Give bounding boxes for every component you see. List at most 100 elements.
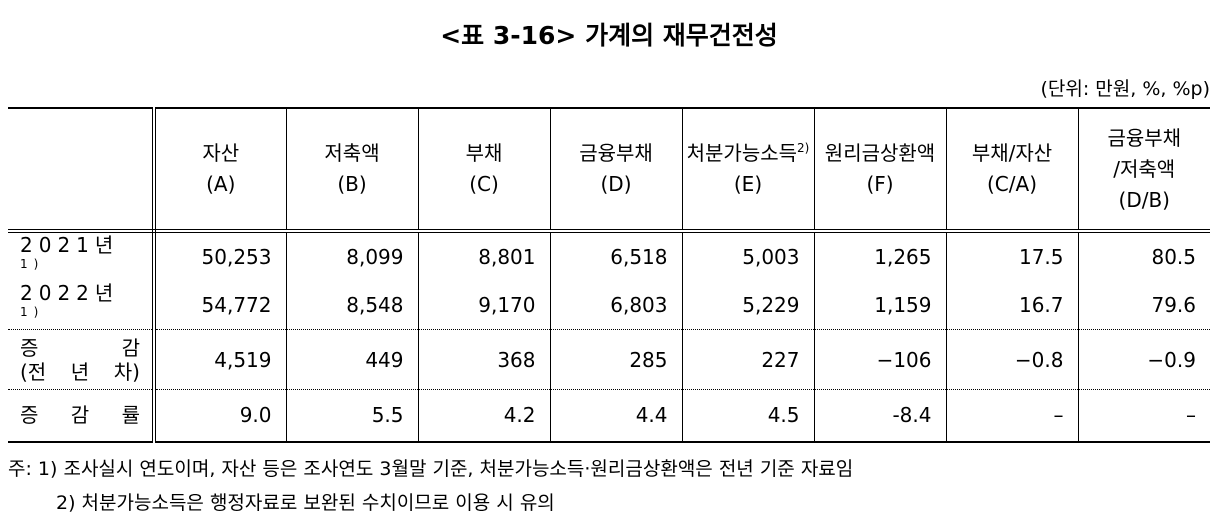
data-cell: – bbox=[1077, 389, 1210, 442]
row-label: 증 감 (전 년 차) bbox=[8, 329, 156, 390]
header-line: 금융부채 bbox=[1079, 123, 1211, 154]
table: 자산 (A) 저축액 (B) 부채 (C) 금융부채 (D) 처분가능소득2) (E) 원리금상환액… bbox=[8, 107, 1210, 443]
header-line: (D) bbox=[551, 169, 682, 200]
row-label-line: 2022년1) bbox=[20, 281, 140, 329]
row-label-text: 증 감 bbox=[20, 335, 140, 360]
data-cell: 9.0 bbox=[153, 389, 286, 442]
row-label-line: (전 년 차) bbox=[20, 360, 140, 384]
data-cell: 1,159 bbox=[813, 281, 946, 330]
note: 2) 처분가능소득은 행정자료로 보완된 수치이므로 이용 시 유의 bbox=[56, 492, 555, 514]
row-label-line: 증 감 률 bbox=[20, 403, 140, 427]
header-row: 자산 (A) 저축액 (B) 부채 (C) 금융부채 (D) 처분가능소득2) (E) 원리금상환액… bbox=[8, 108, 1211, 233]
header-line: 부채/자산 bbox=[947, 138, 1078, 169]
data-cell: 80.5 bbox=[1077, 231, 1210, 281]
data-cell: 8,548 bbox=[285, 281, 418, 330]
table-row: 증 감 (전 년 차) 4,519 449 368 285 227 −106 −0.8 −0.9 bbox=[8, 329, 1210, 390]
data-cell: 4.5 bbox=[681, 389, 814, 442]
data-cell: – bbox=[945, 389, 1078, 442]
header-text: 금융부채 bbox=[1107, 125, 1182, 150]
data-cell: −0.8 bbox=[945, 329, 1078, 390]
data-cell: 5,003 bbox=[681, 231, 814, 281]
header-text: (F) bbox=[866, 172, 894, 196]
data-cell: 4.4 bbox=[549, 389, 682, 442]
data-cell: 79.6 bbox=[1077, 281, 1210, 330]
row-label-line: 2021년1) bbox=[20, 233, 140, 281]
data-cell: 50,253 bbox=[153, 231, 286, 281]
data-cell: 9,170 bbox=[417, 281, 550, 330]
header-cell: 금융부채 (D) bbox=[549, 108, 682, 233]
header-text: (A) bbox=[206, 172, 236, 196]
header-line: (C) bbox=[419, 169, 550, 200]
data-cell: 5.5 bbox=[285, 389, 418, 442]
header-line: (E) bbox=[683, 169, 814, 200]
header-text: 금융부채 bbox=[579, 141, 653, 165]
data-cell: 16.7 bbox=[945, 281, 1078, 330]
header-line: (C/A) bbox=[947, 169, 1078, 200]
header-text: 자산 bbox=[202, 141, 240, 165]
row-label-text: 증 감 률 bbox=[20, 403, 140, 428]
header-text: (B) bbox=[337, 172, 367, 196]
row-label-text: 2021년 bbox=[20, 233, 120, 257]
header-line: 저축액 bbox=[287, 138, 418, 169]
header-line: (F) bbox=[815, 169, 946, 200]
data-cell: 227 bbox=[681, 329, 814, 390]
data-cell: 6,518 bbox=[549, 231, 682, 281]
header-line: 처분가능소득2) bbox=[683, 138, 814, 169]
header-line: (D/B) bbox=[1079, 185, 1211, 216]
header-cell: 부채/자산 (C/A) bbox=[945, 108, 1078, 233]
data-cell: 449 bbox=[285, 329, 418, 390]
header-cell: 자산 (A) bbox=[153, 108, 286, 233]
header-line: 부채 bbox=[419, 138, 550, 169]
data-cell: -8.4 bbox=[813, 389, 946, 442]
footnote-mark: 1) bbox=[20, 305, 45, 319]
data-cell: 8,801 bbox=[417, 231, 550, 281]
data-cell: 368 bbox=[417, 329, 550, 390]
header-text: 부채 bbox=[465, 141, 503, 165]
title: <표 3-16> 가계의 재무건전성 bbox=[440, 21, 778, 50]
table-row: 2022년1) 54,772 8,548 9,170 6,803 5,229 1,159 16… bbox=[8, 281, 1210, 330]
row-label: 2022년1) bbox=[8, 281, 156, 330]
header-line: /저축액 bbox=[1079, 154, 1211, 185]
header-cell: 부채 (C) bbox=[417, 108, 550, 233]
header-text: (D) bbox=[600, 172, 632, 196]
header-text: (C) bbox=[469, 172, 499, 196]
row-label-text: 2022년 bbox=[20, 281, 120, 305]
data-cell: 8,099 bbox=[285, 231, 418, 281]
data-cell: 6,803 bbox=[549, 281, 682, 330]
note: 주: 1) 조사실시 연도이며, 자산 등은 조사연도 3월말 기준, 처분가능… bbox=[8, 458, 854, 480]
header-line: (B) bbox=[287, 169, 418, 200]
header-text: /저축액 bbox=[1113, 156, 1176, 181]
row-label-text: (전 년 차) bbox=[20, 359, 140, 384]
table-row: 2021년1) 50,253 8,099 8,801 6,518 5,003 1,265 17… bbox=[8, 231, 1210, 281]
data-cell: 54,772 bbox=[153, 281, 286, 330]
row-label: 2021년1) bbox=[8, 231, 156, 281]
corner bbox=[8, 108, 156, 233]
header-cell: 처분가능소득2) (E) bbox=[681, 108, 814, 233]
header-text: (C/A) bbox=[987, 172, 1037, 196]
header-text: 처분가능소득 bbox=[686, 141, 798, 165]
footnote-mark: 1) bbox=[20, 257, 45, 271]
header-line: 금융부채 bbox=[551, 138, 682, 169]
header-line: 원리금상환액 bbox=[815, 138, 946, 169]
unit: (단위: 만원, %, %p) bbox=[1040, 78, 1210, 100]
header-cell: 저축액 (B) bbox=[285, 108, 418, 233]
row-label-line: 증 감 bbox=[20, 336, 140, 360]
table-row: 증 감 률 9.0 5.5 4.2 4.4 4.5 -8.4– – bbox=[8, 389, 1210, 442]
header-text: 부채/자산 bbox=[971, 141, 1053, 165]
data-cell: −0.9 bbox=[1077, 329, 1210, 390]
data-cell: 5,229 bbox=[681, 281, 814, 330]
header-text: (D/B) bbox=[1118, 187, 1170, 212]
row-label: 증 감 률 bbox=[8, 389, 156, 442]
header-text: (E) bbox=[733, 172, 763, 196]
header-text: 원리금상환액 bbox=[824, 141, 936, 165]
header-cell: 원리금상환액 (F) bbox=[813, 108, 946, 233]
data-cell: 4.2 bbox=[417, 389, 550, 442]
header-line: (A) bbox=[156, 169, 286, 200]
data-cell: −106 bbox=[813, 329, 946, 390]
footnote-mark: 2) bbox=[797, 141, 810, 155]
data-cell: 285 bbox=[549, 329, 682, 390]
table-body: 2021년1) 50,253 8,099 8,801 6,518 5,003 1,265 17… bbox=[8, 231, 1210, 442]
header-text: 저축액 bbox=[324, 141, 380, 165]
notes: 주: 1) 조사실시 연도이며, 자산 등은 조사연도 3월말 기준, 처분가능… bbox=[8, 452, 853, 520]
